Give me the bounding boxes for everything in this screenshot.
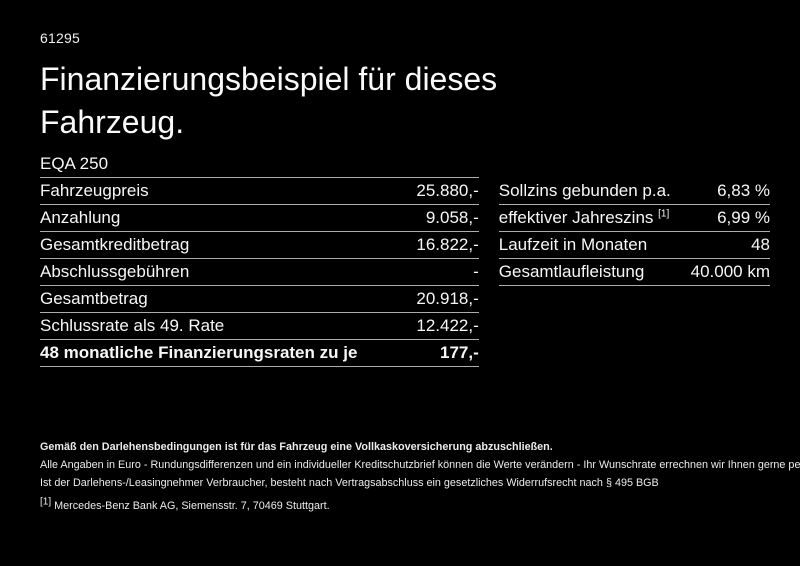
financing-example-page: 61295 Finanzierungsbeispiel für dieses F… bbox=[40, 30, 800, 512]
finance-label: Schlussrate als 49. Rate bbox=[40, 316, 225, 335]
condition-value: 40.000 km bbox=[690, 262, 770, 281]
reference-number: 61295 bbox=[40, 30, 80, 46]
finance-label: 48 monatliche Finanzierungsraten zu je bbox=[40, 343, 358, 362]
page-title-line1: Finanzierungsbeispiel für dieses bbox=[40, 61, 498, 97]
finance-label: Anzahlung bbox=[40, 208, 121, 227]
condition-value: 48 bbox=[751, 235, 770, 254]
condition-row-effective-interest: effektiver Jahreszins [1] 6,99 % bbox=[498, 205, 770, 232]
withdrawal-note: Ist der Darlehens-/Leasingnehmer Verbrau… bbox=[40, 477, 659, 489]
finance-label: Gesamtbetrag bbox=[40, 289, 148, 308]
footnote-marker: [1] bbox=[40, 496, 52, 508]
page-title: Finanzierungsbeispiel für dieses Fahrzeu… bbox=[40, 58, 770, 144]
finance-value: - bbox=[473, 262, 479, 281]
finance-table: EQA 250 Fahrzeugpreis 25.880,- Anzahlung… bbox=[40, 151, 479, 367]
finance-value: 20.918,- bbox=[416, 289, 479, 308]
finance-row-total-amount: Gesamtbetrag 20.918,- bbox=[40, 286, 479, 313]
condition-value: 6,83 % bbox=[717, 181, 770, 200]
footnote-marker: [1] bbox=[658, 208, 670, 220]
finance-row-down-payment: Anzahlung 9.058,- bbox=[40, 205, 479, 232]
page-title-line2: Fahrzeug. bbox=[40, 104, 185, 140]
finance-label: Abschlussgebühren bbox=[40, 262, 190, 281]
finance-row-vehicle-price: Fahrzeugpreis 25.880,- bbox=[40, 178, 479, 205]
financing-tables: EQA 250 Fahrzeugpreis 25.880,- Anzahlung… bbox=[40, 151, 770, 367]
condition-label: effektiver Jahreszins [1] bbox=[498, 208, 670, 227]
conditions-table: Sollzins gebunden p.a. 6,83 % effektiver… bbox=[498, 178, 770, 286]
condition-row-term-months: Laufzeit in Monaten 48 bbox=[498, 232, 770, 259]
general-note: Alle Angaben in Euro - Rundungsdifferenz… bbox=[40, 459, 800, 471]
finance-row-closing-fees: Abschlussgebühren - bbox=[40, 259, 479, 286]
condition-label: Gesamtlaufleistung bbox=[498, 262, 645, 281]
vehicle-model-row: EQA 250 bbox=[40, 151, 479, 178]
finance-value: 177,- bbox=[440, 343, 479, 362]
footnotes: Gemäß den Darlehensbedingungen ist für d… bbox=[40, 438, 800, 492]
condition-row-nominal-interest: Sollzins gebunden p.a. 6,83 % bbox=[498, 178, 770, 205]
finance-row-final-installment: Schlussrate als 49. Rate 12.422,- bbox=[40, 313, 479, 340]
finance-value: 25.880,- bbox=[416, 181, 479, 200]
vehicle-model: EQA 250 bbox=[40, 154, 109, 173]
condition-row-total-mileage: Gesamtlaufleistung 40.000 km bbox=[498, 259, 770, 286]
condition-label: Sollzins gebunden p.a. bbox=[498, 181, 671, 200]
condition-label: Laufzeit in Monaten bbox=[498, 235, 648, 254]
finance-row-monthly-rate: 48 monatliche Finanzierungsraten zu je 1… bbox=[40, 340, 479, 367]
insurance-note: Gemäß den Darlehensbedingungen ist für d… bbox=[40, 441, 553, 453]
finance-row-total-credit: Gesamtkreditbetrag 16.822,- bbox=[40, 232, 479, 259]
bank-reference: [1] Mercedes-Benz Bank AG, Siemensstr. 7… bbox=[40, 497, 770, 512]
finance-label: Fahrzeugpreis bbox=[40, 181, 149, 200]
finance-label: Gesamtkreditbetrag bbox=[40, 235, 190, 254]
finance-value: 9.058,- bbox=[425, 208, 479, 227]
condition-value: 6,99 % bbox=[717, 208, 770, 227]
finance-value: 12.422,- bbox=[416, 316, 479, 335]
bank-reference-text: Mercedes-Benz Bank AG, Siemensstr. 7, 70… bbox=[54, 500, 330, 512]
finance-value: 16.822,- bbox=[416, 235, 479, 254]
